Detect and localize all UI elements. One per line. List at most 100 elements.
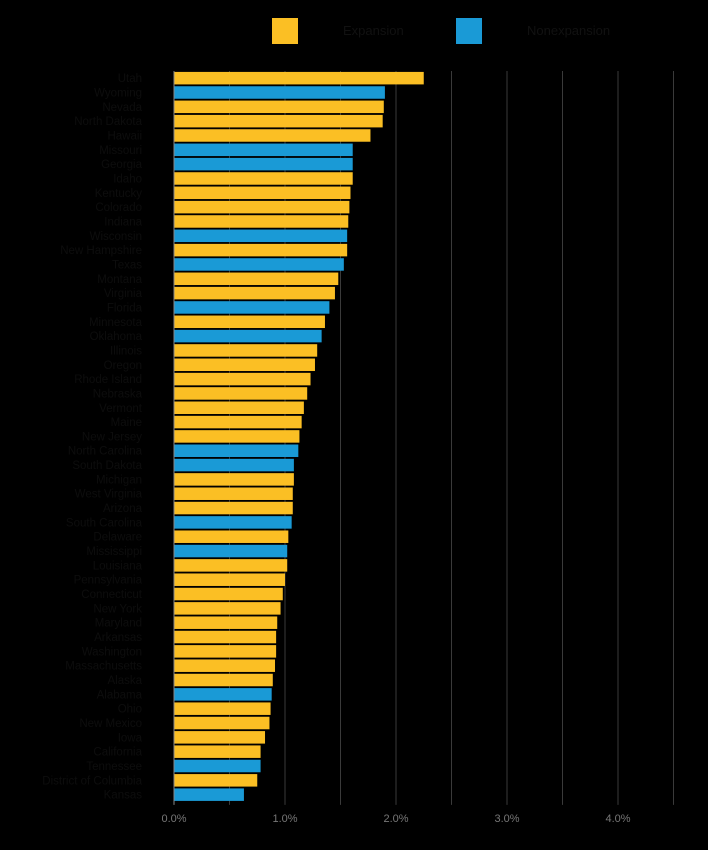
category-label: Mississippi <box>86 546 142 558</box>
bar <box>174 774 258 787</box>
bar <box>174 415 302 429</box>
category-label: Hawaii <box>107 130 142 142</box>
category-label: Florida <box>107 302 143 314</box>
bar <box>174 645 277 658</box>
category-label: Maine <box>111 417 142 429</box>
bar <box>174 630 277 644</box>
bar <box>174 788 244 801</box>
category-label: Wisconsin <box>90 231 142 243</box>
bar <box>174 616 278 629</box>
category-label: South Dakota <box>72 460 142 472</box>
bar <box>174 258 344 271</box>
bar <box>174 358 315 372</box>
bar <box>174 573 285 586</box>
category-label: Arkansas <box>94 632 142 644</box>
bar <box>174 602 281 615</box>
bar <box>174 143 353 157</box>
bar <box>174 659 276 672</box>
category-label: Alaska <box>107 675 142 687</box>
category-label: Wyoming <box>94 87 142 99</box>
bar <box>174 559 288 572</box>
category-label: Nebraska <box>93 388 143 400</box>
bar <box>174 344 318 357</box>
bar <box>174 200 350 214</box>
category-label: Idaho <box>113 173 142 185</box>
category-label: Louisiana <box>93 560 143 572</box>
category-label: Illinois <box>110 345 142 357</box>
bar <box>174 86 385 99</box>
bar <box>174 114 383 128</box>
category-label: Indiana <box>104 216 142 228</box>
category-label: Kansas <box>104 790 143 802</box>
bar <box>174 759 261 773</box>
x-tick-label: 0.0% <box>161 813 186 825</box>
category-label: Michigan <box>96 474 142 486</box>
x-tick-label: 2.0% <box>383 813 408 825</box>
bar <box>174 229 348 243</box>
bar <box>174 215 349 228</box>
legend-label-nonexpansion: Nonexpansion <box>527 23 611 38</box>
legend-swatch-expansion <box>272 18 298 44</box>
category-label: North Carolina <box>68 446 143 458</box>
category-label: Pennsylvania <box>74 575 143 587</box>
bar <box>174 301 330 314</box>
category-label: Iowa <box>118 732 143 744</box>
category-label: Alabama <box>97 689 143 701</box>
bar <box>174 731 266 744</box>
category-label: Vermont <box>99 403 143 415</box>
legend: Expansion Nonexpansion <box>0 18 708 46</box>
category-label: Utah <box>118 73 142 85</box>
legend-swatch-nonexpansion <box>456 18 482 44</box>
category-label: District of Columbia <box>42 775 142 787</box>
bar <box>174 702 271 715</box>
category-label: Rhode Island <box>74 374 142 386</box>
category-label: New Hampshire <box>60 245 142 257</box>
legend-label-expansion: Expansion <box>343 23 404 38</box>
bar <box>174 387 308 400</box>
category-label: California <box>93 747 142 759</box>
category-label: Washington <box>82 646 142 658</box>
x-tick-label: 1.0% <box>272 813 297 825</box>
category-label: Arizona <box>103 503 143 515</box>
bar <box>174 430 300 443</box>
bar <box>174 315 325 329</box>
bar <box>174 745 261 758</box>
bar <box>174 186 351 200</box>
bar <box>174 172 353 185</box>
category-label: Virginia <box>104 288 143 300</box>
bar <box>174 129 371 142</box>
category-label: New Jersey <box>82 431 142 443</box>
category-label: Colorado <box>95 202 142 214</box>
category-label: West Virginia <box>75 489 143 501</box>
x-tick-label: 4.0% <box>605 813 630 825</box>
bar <box>174 243 348 257</box>
category-label: Massachusetts <box>65 661 142 673</box>
category-label: South Carolina <box>66 517 143 529</box>
bar <box>174 473 294 486</box>
bar <box>174 673 273 687</box>
category-label: Texas <box>112 259 142 271</box>
bar <box>174 157 353 171</box>
bar <box>174 100 384 114</box>
category-label: Ohio <box>118 704 142 716</box>
bar <box>174 272 339 286</box>
bar <box>174 372 311 386</box>
bar <box>174 530 289 543</box>
category-label: Connecticut <box>81 589 143 601</box>
category-label: Kentucky <box>95 188 143 200</box>
category-label: Delaware <box>93 532 142 544</box>
bar <box>174 458 294 472</box>
bar <box>174 516 292 529</box>
category-label: Georgia <box>101 159 143 171</box>
bar <box>174 587 283 601</box>
category-label: Maryland <box>95 618 142 630</box>
category-label: North Dakota <box>74 116 142 128</box>
category-label: Nevada <box>102 102 142 114</box>
bar <box>174 544 288 558</box>
bar <box>174 401 304 415</box>
category-label: Missouri <box>99 145 142 157</box>
bar <box>174 688 272 701</box>
bar <box>174 716 270 730</box>
category-label: New Mexico <box>79 718 142 730</box>
